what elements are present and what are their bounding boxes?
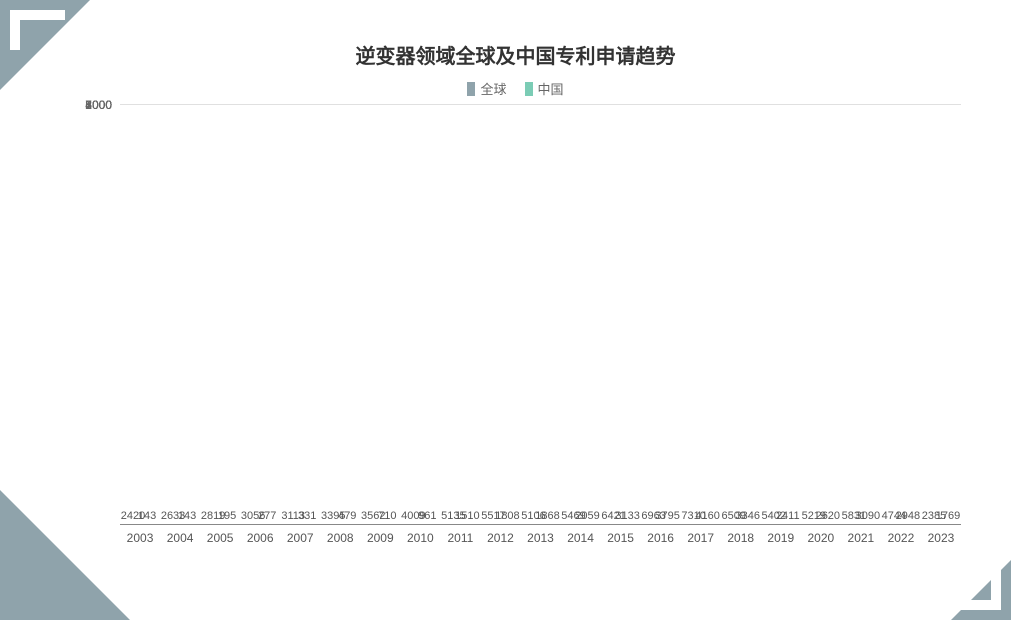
bar-value-label: 4160 <box>695 510 719 524</box>
x-axis-label: 2023 <box>921 525 961 554</box>
bar-value-label: 3090 <box>856 510 880 524</box>
legend-label-china: 中国 <box>538 79 564 98</box>
x-axis-label: 2011 <box>440 525 480 554</box>
bar-value-label: 1510 <box>455 510 479 524</box>
x-axis-label: 2021 <box>841 525 881 554</box>
x-axis-label: 2017 <box>681 525 721 554</box>
x-axis-label: 2006 <box>240 525 280 554</box>
chart-title: 逆变器领域全球及中国专利申请趋势 <box>60 40 971 69</box>
x-axis-label: 2012 <box>480 525 520 554</box>
bars-container: 2420143263314328191953056277311333133954… <box>120 104 961 524</box>
bar-value-label: 710 <box>378 510 396 524</box>
bar-value-label: 1808 <box>495 510 519 524</box>
bar-value-label: 3795 <box>655 510 679 524</box>
x-axis-label: 2015 <box>601 525 641 554</box>
bar-value-label: 1868 <box>535 510 559 524</box>
x-axis-label: 2004 <box>160 525 200 554</box>
bar-value-label: 1769 <box>936 510 960 524</box>
x-axis-label: 2009 <box>360 525 400 554</box>
bar-value-label: 2620 <box>816 510 840 524</box>
bar-value-label: 143 <box>138 510 156 524</box>
x-axis-label: 2007 <box>280 525 320 554</box>
bar-value-label: 961 <box>418 510 436 524</box>
x-axis-label: 2019 <box>761 525 801 554</box>
x-axis-label: 2008 <box>320 525 360 554</box>
bar-value-label: 2948 <box>896 510 920 524</box>
plot-area: 010002000300040005000600070008000 242014… <box>80 104 961 554</box>
legend-swatch-china <box>525 82 533 96</box>
x-axis-label: 2005 <box>200 525 240 554</box>
x-axis-label: 2018 <box>721 525 761 554</box>
x-axis-label: 2020 <box>801 525 841 554</box>
chart-legend: 全球 中国 <box>60 79 971 98</box>
legend-label-global: 全球 <box>480 79 506 98</box>
bar-value-label: 195 <box>218 510 236 524</box>
bar-value-label: 3133 <box>615 510 639 524</box>
chart-container: 逆变器领域全球及中国专利申请趋势 全球 中国 01000200030004000… <box>0 0 1011 620</box>
x-axis-label: 2022 <box>881 525 921 554</box>
legend-swatch-global <box>467 82 475 96</box>
bar-value-label: 3346 <box>735 510 759 524</box>
x-axis-label: 2003 <box>120 525 160 554</box>
bar-value-label: 479 <box>338 510 356 524</box>
y-axis-label: 8000 <box>85 98 120 112</box>
plot-inner: 010002000300040005000600070008000 242014… <box>120 104 961 524</box>
x-axis-label: 2016 <box>641 525 681 554</box>
x-axis-label: 2014 <box>561 525 601 554</box>
bar-value-label: 277 <box>258 510 276 524</box>
x-axis-label: 2010 <box>400 525 440 554</box>
bar-value-label: 143 <box>178 510 196 524</box>
bar-value-label: 2411 <box>776 510 800 524</box>
legend-item-china: 中国 <box>525 79 564 98</box>
x-axis: 2003200420052006200720082009201020112012… <box>120 524 961 554</box>
x-axis-label: 2013 <box>520 525 560 554</box>
bar-value-label: 331 <box>298 510 316 524</box>
legend-item-global: 全球 <box>467 79 506 98</box>
bar-value-label: 2059 <box>575 510 599 524</box>
